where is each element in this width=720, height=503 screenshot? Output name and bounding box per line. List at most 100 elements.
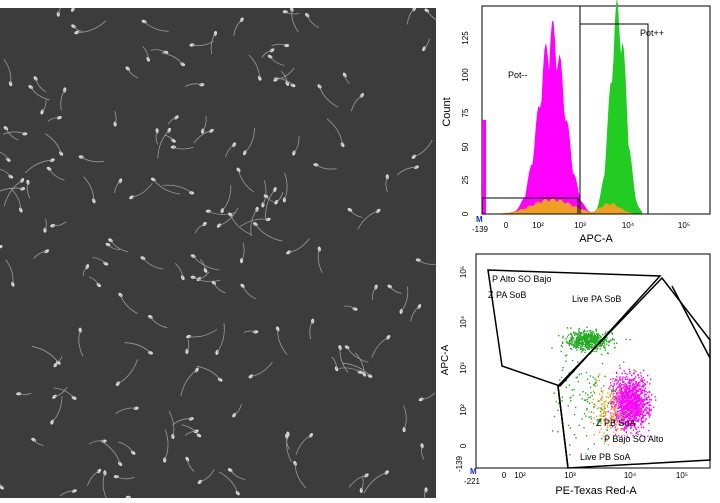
sperm-tail <box>87 471 99 486</box>
event-magenta <box>631 379 632 380</box>
event-green <box>593 342 594 343</box>
event-green <box>580 344 581 345</box>
event-green-sparse <box>586 409 587 410</box>
event-green-sparse <box>595 379 596 380</box>
event-magenta <box>636 392 637 393</box>
event-green-sparse <box>623 361 624 362</box>
event-green <box>561 345 562 346</box>
event-magenta <box>621 393 622 394</box>
event-magenta <box>645 419 646 420</box>
event-green <box>580 334 581 335</box>
sperm-tail <box>245 128 255 153</box>
event-magenta <box>638 400 639 401</box>
event-magenta <box>635 406 636 407</box>
event-green <box>601 345 602 346</box>
event-magenta <box>643 379 644 380</box>
event-green <box>606 344 607 345</box>
event-green-sparse <box>566 387 567 388</box>
event-magenta <box>640 372 641 373</box>
event-green <box>576 349 577 350</box>
event-green-sparse <box>570 400 571 401</box>
event-magenta <box>617 387 618 388</box>
event-magenta <box>624 391 625 392</box>
event-green-sparse <box>554 416 555 417</box>
event-magenta <box>646 397 647 398</box>
event-orange <box>593 434 594 435</box>
event-magenta <box>610 385 611 386</box>
event-orange <box>613 432 614 433</box>
dotplot-frame <box>476 254 710 468</box>
event-orange <box>603 411 604 412</box>
sperm-head <box>202 221 208 227</box>
event-green <box>577 344 578 345</box>
event-magenta <box>642 406 643 407</box>
event-magenta <box>648 405 649 406</box>
event-green-sparse <box>608 403 609 404</box>
event-green <box>590 330 591 331</box>
sperm-tail <box>222 185 231 210</box>
hist-ytick: 50 <box>461 142 470 151</box>
event-magenta <box>645 391 646 392</box>
sperm-tail <box>197 366 220 379</box>
event-magenta <box>646 394 647 395</box>
event-magenta <box>613 401 614 402</box>
event-green <box>580 336 581 337</box>
event-orange <box>609 387 610 388</box>
event-orange <box>608 402 609 403</box>
event-magenta <box>642 382 643 383</box>
event-magenta <box>631 396 632 397</box>
event-green-sparse <box>630 339 631 340</box>
event-green <box>574 345 575 346</box>
sperm-tail <box>144 22 169 32</box>
event-magenta <box>638 377 639 378</box>
event-green <box>580 332 581 333</box>
event-magenta <box>649 399 650 400</box>
event-magenta <box>633 395 634 396</box>
event-magenta <box>635 417 636 418</box>
event-magenta <box>625 379 626 380</box>
event-magenta <box>627 400 628 401</box>
event-magenta <box>641 381 642 382</box>
event-magenta <box>633 401 634 402</box>
event-magenta <box>629 398 630 399</box>
sperm-tail <box>192 41 214 46</box>
event-magenta <box>631 392 632 393</box>
event-orange <box>612 413 613 414</box>
event-green-sparse <box>581 373 582 374</box>
sperm-tail <box>358 211 378 229</box>
event-orange <box>619 388 620 389</box>
event-orange <box>615 413 616 414</box>
event-orange <box>599 373 600 374</box>
event-magenta <box>626 415 627 416</box>
event-magenta <box>637 408 638 409</box>
event-magenta <box>625 397 626 398</box>
event-magenta <box>649 401 650 402</box>
sperm-tail <box>263 181 266 205</box>
event-green-sparse <box>569 445 570 446</box>
event-magenta <box>650 379 651 380</box>
event-green <box>599 339 600 340</box>
event-orange <box>616 430 617 431</box>
event-green <box>605 331 606 332</box>
event-magenta <box>622 395 623 396</box>
event-magenta <box>626 376 627 377</box>
event-green <box>584 334 585 335</box>
event-green <box>567 336 568 337</box>
sperm-tail <box>121 295 138 314</box>
sperm-tail <box>73 8 90 10</box>
event-green <box>590 340 591 341</box>
event-green-sparse <box>598 400 599 401</box>
event-orange <box>608 444 609 445</box>
event-orange <box>602 403 603 404</box>
event-magenta <box>632 389 633 390</box>
event-magenta <box>634 402 635 403</box>
event-green-sparse <box>618 408 619 409</box>
event-green <box>589 345 590 346</box>
event-green <box>567 342 568 343</box>
event-green <box>574 335 575 336</box>
event-green <box>585 350 586 351</box>
event-green-sparse <box>601 438 602 439</box>
event-magenta <box>608 411 609 412</box>
event-magenta <box>621 411 622 412</box>
sperm-tail <box>103 473 106 498</box>
